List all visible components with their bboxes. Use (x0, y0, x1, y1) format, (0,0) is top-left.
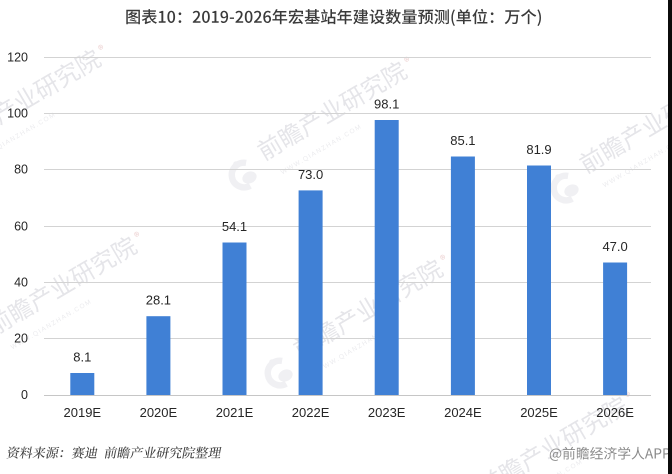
svg-text:47.0: 47.0 (602, 239, 627, 254)
svg-text:2025E: 2025E (520, 405, 558, 420)
svg-text:2020E: 2020E (140, 405, 178, 420)
svg-text:73.0: 73.0 (298, 167, 323, 182)
svg-text:28.1: 28.1 (146, 293, 171, 308)
svg-text:0: 0 (21, 388, 28, 402)
svg-text:54.1: 54.1 (222, 219, 247, 234)
svg-text:2019E: 2019E (64, 405, 102, 420)
svg-text:98.1: 98.1 (374, 97, 399, 112)
svg-text:8.1: 8.1 (73, 350, 91, 365)
svg-text:2022E: 2022E (292, 405, 330, 420)
svg-text:80: 80 (14, 163, 28, 177)
svg-text:60: 60 (14, 220, 28, 234)
svg-text:2023E: 2023E (368, 405, 406, 420)
svg-text:40: 40 (14, 276, 28, 290)
svg-text:81.9: 81.9 (526, 142, 551, 157)
svg-text:20: 20 (14, 332, 28, 346)
svg-text:120: 120 (7, 51, 28, 65)
svg-text:100: 100 (7, 107, 28, 121)
svg-text:85.1: 85.1 (450, 133, 475, 148)
svg-text:2026E: 2026E (596, 405, 634, 420)
svg-text:2021E: 2021E (216, 405, 254, 420)
svg-text:2024E: 2024E (444, 405, 482, 420)
